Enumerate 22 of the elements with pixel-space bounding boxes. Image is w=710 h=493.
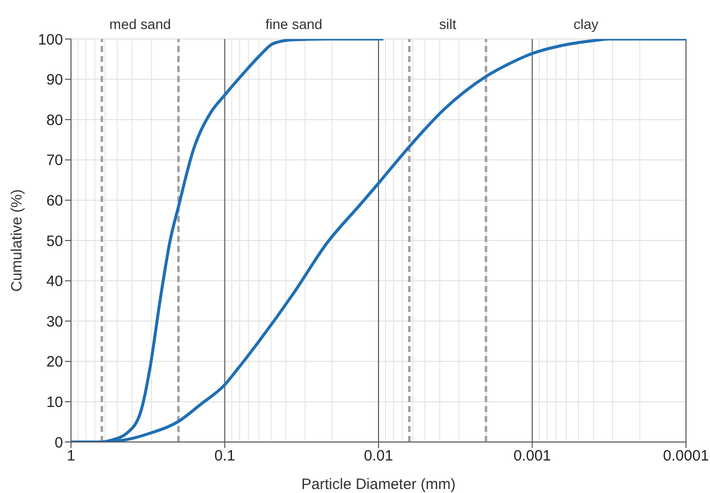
x-tick-label: 0.001 xyxy=(513,448,552,465)
y-axis-title: Cumulative (%) xyxy=(8,189,26,292)
y-tick-label: 100 xyxy=(38,31,63,48)
y-tick-label: 90 xyxy=(46,72,63,89)
text: fine sand xyxy=(265,16,322,32)
y-tick-label: 40 xyxy=(46,273,63,290)
x-tick-label: 0.0001 xyxy=(663,448,709,465)
x-tick-label: 1 xyxy=(66,448,76,465)
y-tick-label: 0 xyxy=(54,434,63,452)
x-tick-label: 0.1 xyxy=(214,448,236,465)
x-tick-label: 0.01 xyxy=(364,448,394,465)
text: med sand xyxy=(109,16,171,32)
y-tick-label: 80 xyxy=(46,112,63,129)
x-axis-title: Particle Diameter (mm) xyxy=(301,476,456,493)
y-tick-label: 60 xyxy=(46,192,63,210)
text: silt xyxy=(439,16,456,32)
y-tick-label: 10 xyxy=(46,394,63,412)
text: clay xyxy=(574,16,598,32)
y-tick-label: 50 xyxy=(46,232,63,250)
y-tick-label: 20 xyxy=(46,354,63,371)
y-tick-label: 30 xyxy=(46,313,63,330)
y-tick-label: 70 xyxy=(46,152,63,170)
